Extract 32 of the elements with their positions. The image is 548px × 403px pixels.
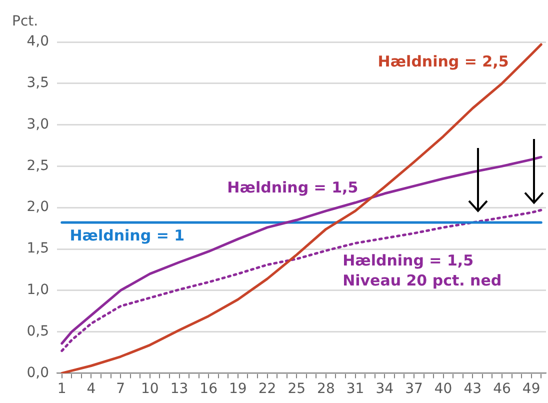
y-tick-label: 4,0	[26, 34, 49, 50]
series-label: Hældning = 1	[70, 226, 185, 244]
y-tick-label: 3,0	[26, 116, 49, 132]
x-tick-label: 4	[86, 381, 96, 398]
y-tick-label: 3,5	[26, 75, 49, 92]
x-tick-label: 40	[434, 381, 452, 398]
x-tick-label: 49	[522, 381, 540, 398]
y-tick-label: 1,5	[26, 240, 49, 257]
x-tick-label: 22	[258, 381, 276, 398]
x-tick-label: 28	[317, 381, 335, 398]
series-label: Hældning = 2,5	[378, 52, 509, 71]
x-tick-label: 7	[116, 381, 126, 398]
y-axis-title: Pct.	[12, 14, 38, 30]
x-tick-label: 19	[229, 381, 247, 398]
series-label: Hældning = 1,5 Niveau 20 pct. ned	[342, 251, 502, 290]
x-tick-label: 13	[170, 381, 188, 398]
x-tick-label: 37	[405, 381, 423, 398]
x-tick-label: 1	[57, 381, 66, 398]
x-tick-label: 25	[288, 381, 306, 398]
line-series	[60, 208, 542, 352]
x-tick-label: 43	[464, 381, 482, 398]
x-tick-label: 34	[376, 381, 394, 398]
x-tick-label: 10	[140, 381, 159, 398]
y-tick-label: 1,0	[26, 282, 49, 298]
x-tick-label: 46	[493, 381, 511, 398]
y-tick-label: 2,0	[26, 199, 49, 216]
y-tick-label: 0,0	[26, 364, 49, 381]
y-tick-label: 0,5	[26, 323, 49, 340]
series-label: Hældning = 1,5	[227, 178, 358, 196]
x-tick-label: 31	[346, 381, 364, 398]
x-tick-label: 16	[200, 381, 218, 398]
y-tick-label: 2,5	[26, 158, 49, 174]
